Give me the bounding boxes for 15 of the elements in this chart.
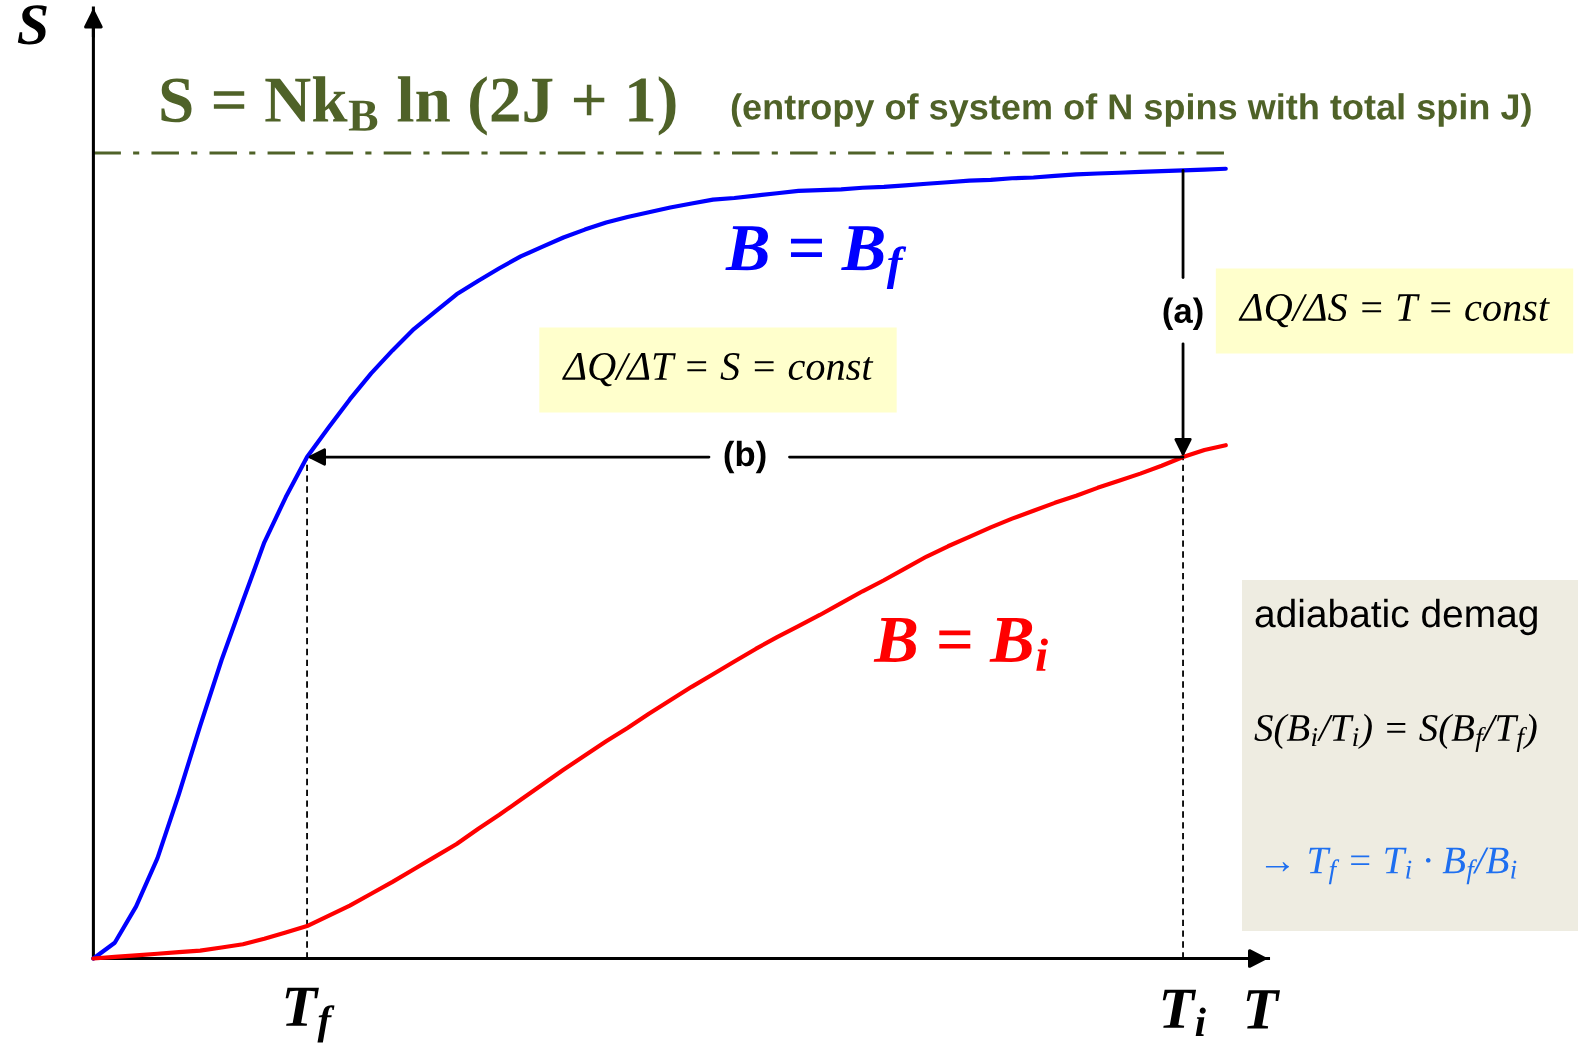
series-label: B = B$_{f}$ — [725, 226, 907, 290]
annotation: ΔQ/ΔS = T = const — [1238, 294, 1550, 328]
annotation: (a) — [1163, 297, 1203, 330]
y-axis-title: S — [17, 5, 47, 45]
x-tick-label: T$_{f}$ — [285, 987, 335, 1043]
series-label: B = B$_{i}$ — [873, 618, 1048, 671]
annotation: (b) — [724, 440, 766, 474]
ref-line-label: S = Nk$_{B}$ ln (2J + 1) — [161, 76, 676, 136]
annotation: ΔQ/ΔT = S = const — [562, 353, 874, 387]
text: S(B$_{i}$/T$_{i}$) = S(B$_{f}$/T$_{f}$) — [1254, 713, 1537, 752]
x-tick-label: T$_{i}$ — [1162, 989, 1206, 1036]
x-axis-title: T — [1246, 990, 1280, 1029]
text: (entropy of system of N spins with total spin J) — [731, 93, 1531, 127]
annotation: → T$_{f}$ = T$_{i}$ · B$_{f}$/B$_{i}$ — [1265, 847, 1517, 885]
annotation: adiabatic demag — [1255, 598, 1537, 636]
